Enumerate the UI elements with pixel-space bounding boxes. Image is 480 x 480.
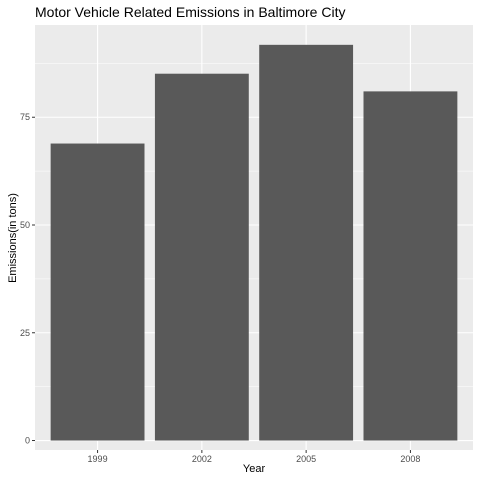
y-tick-label: 0	[25, 436, 30, 446]
y-tick-label: 25	[20, 328, 30, 338]
bar-2008	[363, 91, 458, 441]
x-tick-label: 2008	[400, 454, 420, 464]
y-axis: 0 25 50 75	[20, 112, 35, 446]
x-tick-label: 2002	[192, 454, 212, 464]
x-axis: 1999 2002 2005 2008	[88, 450, 420, 464]
y-tick-label: 75	[20, 112, 30, 122]
bar-2005	[259, 44, 354, 441]
chart-title: Motor Vehicle Related Emissions in Balti…	[35, 4, 345, 20]
x-axis-title: Year	[243, 463, 266, 475]
bar-2002	[154, 73, 249, 441]
y-axis-title: Emissions(in tons)	[7, 193, 19, 283]
x-tick-label: 1999	[88, 454, 108, 464]
bar-1999	[50, 143, 145, 441]
y-tick-label: 50	[20, 220, 30, 230]
bars	[50, 44, 458, 441]
x-tick-label: 2005	[296, 454, 316, 464]
